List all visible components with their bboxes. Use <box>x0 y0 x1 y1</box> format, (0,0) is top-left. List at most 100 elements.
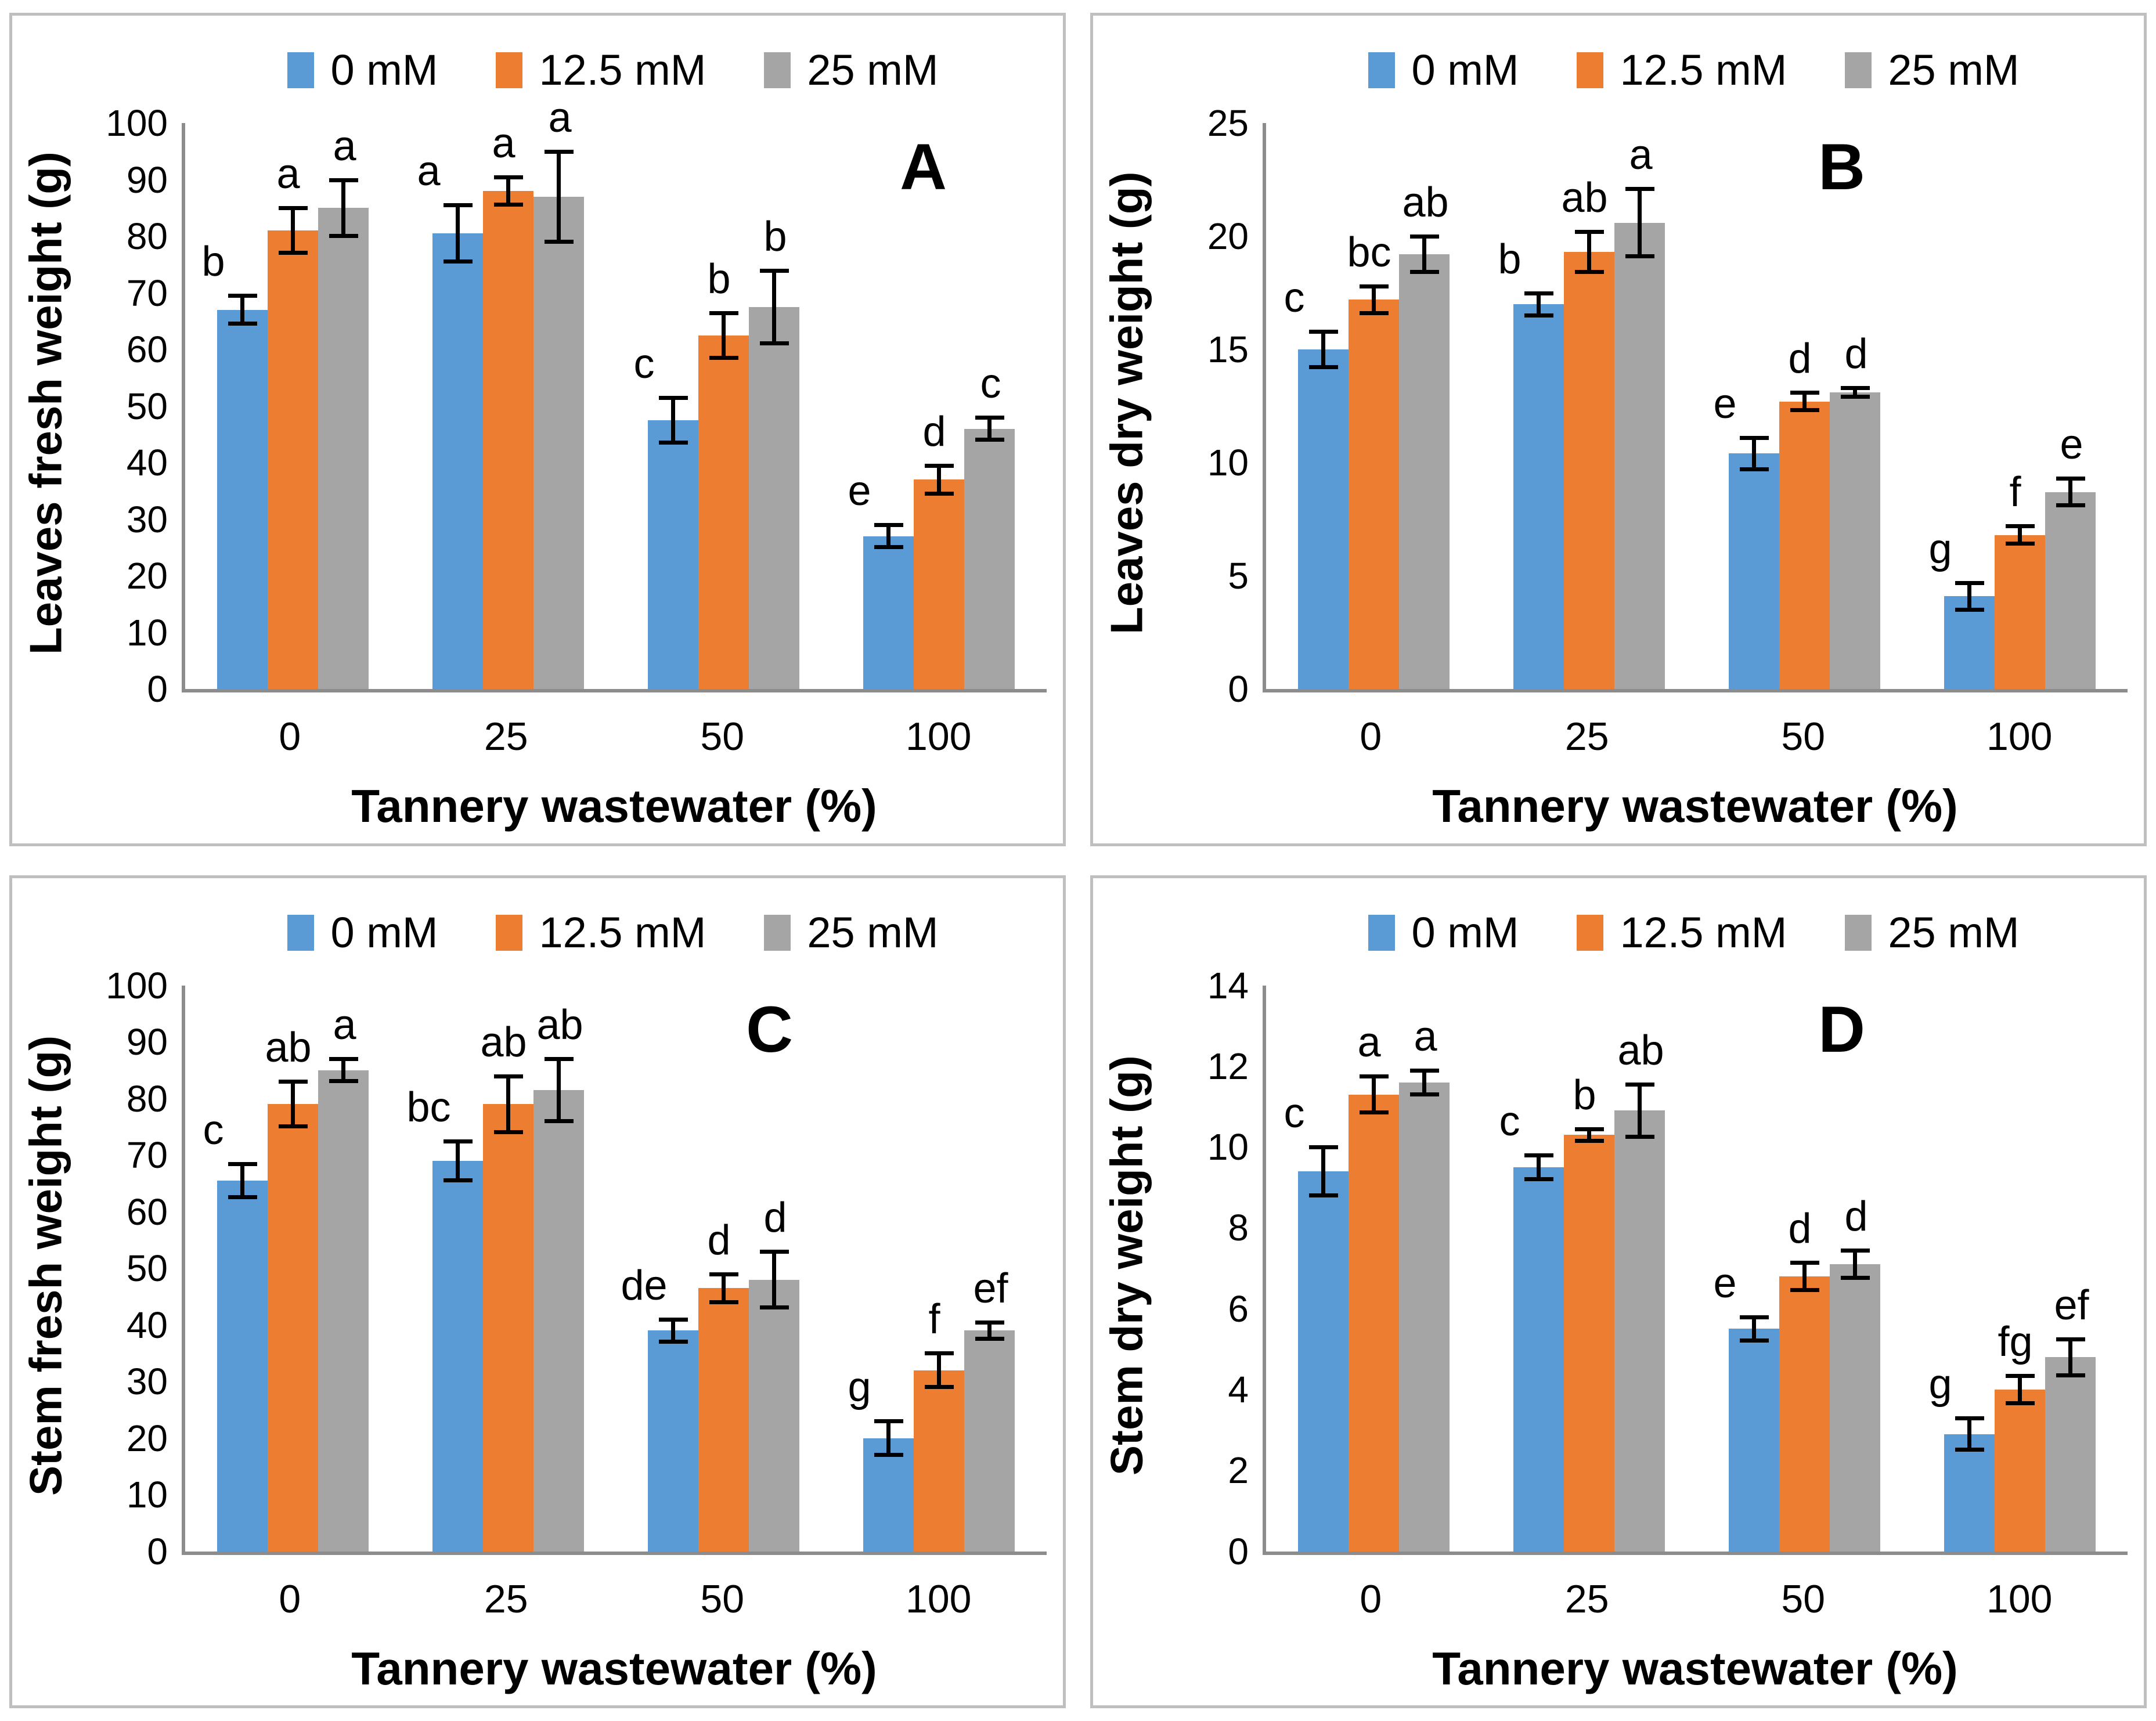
x-tick-label: 25 <box>484 715 528 759</box>
error-bar-cap <box>1739 436 1769 441</box>
error-bar <box>456 1141 460 1181</box>
error-bar-cap <box>1739 1315 1769 1319</box>
legend-swatch-icon <box>496 52 523 88</box>
bar-D-100-12.5mM <box>1995 1389 2045 1552</box>
significance-letter: d <box>1788 1205 1812 1252</box>
error-bar-cap <box>1524 313 1553 317</box>
x-axis-ticks: 0 25 50 100 <box>1263 717 2128 772</box>
y-tick-label: 12 <box>1207 1045 1249 1087</box>
error-bar-cap <box>228 322 257 326</box>
legend-swatch-icon <box>764 914 791 951</box>
error-bar-cap <box>658 395 688 400</box>
bar-B-50-0mM <box>1729 453 1779 689</box>
legend-swatch-icon <box>1577 52 1604 88</box>
bar-D-100-0mM <box>1944 1434 1995 1552</box>
error-bar-cap <box>1574 1127 1604 1131</box>
significance-letter: b <box>1498 236 1522 283</box>
error-bar-cap <box>759 268 789 273</box>
legend-swatch-icon <box>1845 914 1872 951</box>
error-bar-cap <box>1409 1068 1439 1073</box>
y-tick-label: 0 <box>1228 1530 1249 1572</box>
legend-label: 12.5 mM <box>1620 46 1787 94</box>
y-tick-label: 90 <box>126 1021 168 1063</box>
error-bar-cap <box>443 203 473 208</box>
error-bar-cap <box>1955 1448 1984 1452</box>
error-bar-cap <box>709 311 738 315</box>
error-bar-cap <box>975 1336 1004 1341</box>
error-bar <box>1802 392 1807 411</box>
x-tick-label: 100 <box>906 715 972 759</box>
significance-letter: a <box>1357 1019 1381 1066</box>
x-axis-ticks: 0 25 50 100 <box>182 1579 1047 1635</box>
x-axis-line <box>1263 1551 2128 1555</box>
error-bar-cap <box>2056 477 2085 481</box>
error-bar-cap <box>874 523 903 528</box>
significance-letter: ab <box>536 1002 583 1049</box>
panel-letter: C <box>746 993 793 1066</box>
panel-B: 0 mM 12.5 mM 25 mM Leaves dry weight (g) 0… <box>1090 13 2147 846</box>
error-bar-cap <box>228 1161 257 1166</box>
bar-A-0-25mM <box>318 208 369 689</box>
significance-letter: bc <box>406 1084 451 1131</box>
error-bar-cap <box>443 1139 473 1143</box>
error-bar-cap <box>1574 230 1604 234</box>
y-tick-label: 80 <box>126 215 168 257</box>
y-tick-label: 10 <box>126 611 168 654</box>
error-bar <box>1853 1250 1857 1279</box>
y-axis-title: Stem dry weight (g) <box>1101 1055 1152 1475</box>
y-tick-label: 60 <box>126 1190 168 1233</box>
legend-swatch-icon <box>496 914 523 951</box>
error-bar-cap <box>278 251 308 255</box>
legend-swatch-icon <box>1845 52 1872 88</box>
error-bar-cap <box>278 1080 308 1084</box>
legend-label: 25 mM <box>807 46 939 94</box>
y-axis-ticks: 0 2 4 6 8 10 12 14 <box>1156 967 1258 1570</box>
significance-letter: b <box>707 255 731 302</box>
error-bar-cap <box>493 1130 523 1134</box>
legend-swatch-icon <box>287 52 315 88</box>
y-tick-label: 0 <box>1228 668 1249 710</box>
y-axis-ticks: 0 10 20 30 40 50 60 70 80 90 100 <box>75 104 177 708</box>
legend-label: 0 mM <box>330 908 438 957</box>
significance-letter: e <box>1713 1260 1737 1307</box>
significance-letter: c <box>1283 1090 1305 1137</box>
error-bar-cap <box>1359 284 1389 288</box>
bar-D-100-25mM <box>2045 1357 2096 1552</box>
plot-area: c c e g a b d fg a ab d ef <box>1263 985 2128 1555</box>
legend-item-0mM: 0 mM <box>1368 49 1519 92</box>
legend-label: 0 mM <box>1411 908 1519 957</box>
bar-B-100-0mM <box>1944 596 1995 689</box>
bar-B-0-0mM <box>1298 349 1349 689</box>
bar-A-25-25mM <box>533 196 584 689</box>
bar-C-0-0mM <box>217 1180 268 1552</box>
y-tick-label: 25 <box>1207 102 1249 144</box>
error-bar-cap <box>1308 365 1338 370</box>
significance-letter: a <box>417 148 441 195</box>
legend: 0 mM 12.5 mM 25 mM <box>1267 900 2121 965</box>
error-bar-cap <box>1359 1110 1389 1114</box>
error-bar-cap <box>329 234 358 238</box>
error-bar-cap <box>1739 467 1769 471</box>
error-bar <box>772 270 776 344</box>
error-bar <box>937 465 941 494</box>
x-tick-label: 25 <box>1564 715 1609 759</box>
error-bar-cap <box>658 1339 688 1344</box>
error-bar <box>1752 1316 1756 1341</box>
y-tick-label: 20 <box>126 555 168 597</box>
significance-letter: c <box>1499 1098 1520 1145</box>
significance-letter: ef <box>973 1265 1008 1312</box>
error-bar-cap <box>975 416 1004 420</box>
x-tick-label: 50 <box>700 1576 745 1621</box>
error-bar-cap <box>1790 1288 1819 1293</box>
error-bar-cap <box>1524 1177 1553 1181</box>
x-axis-line <box>182 689 1047 692</box>
error-bar <box>2018 526 2022 544</box>
significance-letter: d <box>707 1217 731 1264</box>
error-bar <box>2018 1375 2022 1404</box>
error-bar <box>886 525 890 548</box>
significance-letter: c <box>1283 274 1305 321</box>
bar-A-0-12.5mM <box>268 230 318 689</box>
bar-A-50-25mM <box>749 306 799 689</box>
error-bar-cap <box>1955 580 1984 585</box>
error-bar-cap <box>2005 1373 2035 1378</box>
